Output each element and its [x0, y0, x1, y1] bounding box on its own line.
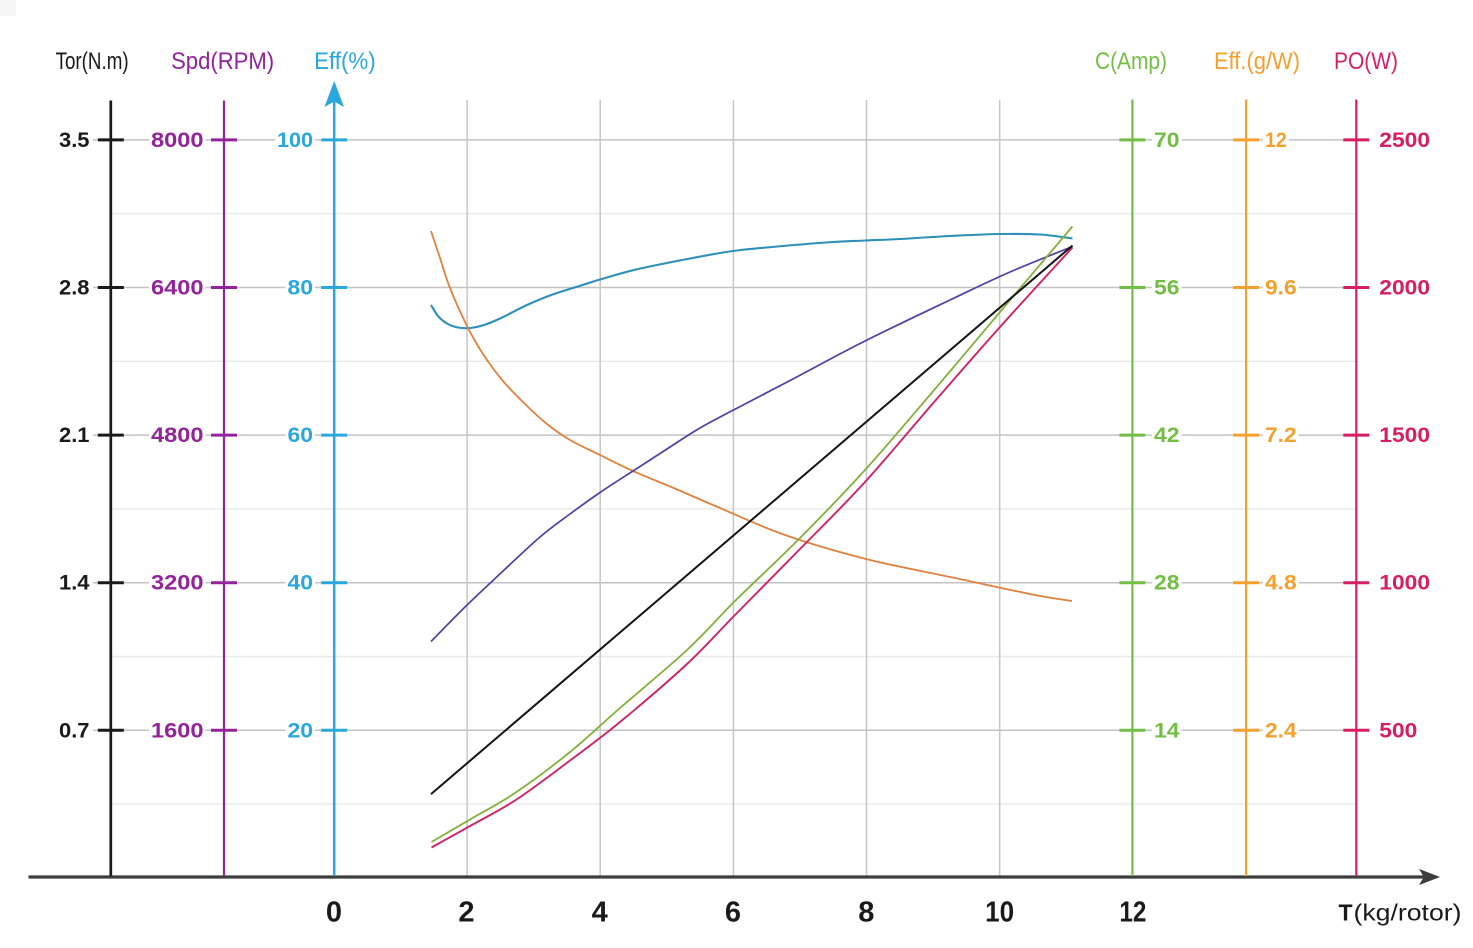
svg-text:Spd(RPM): Spd(RPM)	[171, 48, 274, 75]
svg-text:4800: 4800	[151, 424, 204, 447]
svg-text:42: 42	[1154, 424, 1180, 447]
svg-text:7.2: 7.2	[1265, 424, 1297, 447]
svg-text:PO(W): PO(W)	[1334, 48, 1398, 75]
svg-text:(kg/rotor): (kg/rotor)	[1354, 900, 1462, 926]
svg-text:Tor(N.m): Tor(N.m)	[56, 48, 129, 75]
svg-text:2000: 2000	[1379, 277, 1430, 300]
svg-text:T: T	[1339, 900, 1353, 926]
svg-text:500: 500	[1379, 719, 1417, 742]
svg-text:80: 80	[288, 277, 314, 300]
svg-text:60: 60	[288, 424, 314, 447]
svg-text:6: 6	[725, 897, 741, 929]
svg-text:8000: 8000	[151, 129, 204, 152]
svg-text:Eff(%): Eff(%)	[314, 48, 376, 75]
svg-text:1000: 1000	[1379, 572, 1430, 595]
svg-text:40: 40	[288, 572, 314, 595]
svg-text:12: 12	[1265, 129, 1287, 152]
svg-text:14: 14	[1154, 719, 1180, 742]
svg-text:70: 70	[1154, 129, 1180, 152]
svg-text:1600: 1600	[151, 719, 204, 742]
svg-text:10: 10	[985, 897, 1014, 929]
svg-text:3.5: 3.5	[59, 129, 90, 152]
svg-text:4: 4	[592, 897, 608, 929]
svg-text:Eff.(g/W): Eff.(g/W)	[1214, 48, 1300, 75]
svg-text:2.1: 2.1	[59, 424, 90, 447]
svg-text:20: 20	[288, 719, 314, 742]
svg-text:2.4: 2.4	[1265, 719, 1297, 742]
svg-text:6400: 6400	[151, 277, 204, 300]
svg-text:4.8: 4.8	[1265, 572, 1297, 595]
svg-text:0: 0	[326, 897, 342, 929]
svg-text:2.8: 2.8	[59, 277, 90, 300]
svg-text:1.4: 1.4	[59, 572, 90, 595]
svg-text:12: 12	[1119, 897, 1146, 929]
svg-text:56: 56	[1154, 277, 1180, 300]
svg-text:8: 8	[858, 897, 874, 929]
svg-text:100: 100	[277, 129, 313, 152]
svg-text:0.7: 0.7	[59, 719, 90, 742]
svg-text:C(Amp): C(Amp)	[1095, 48, 1167, 75]
svg-text:1500: 1500	[1379, 424, 1430, 447]
svg-text:3200: 3200	[151, 572, 204, 595]
svg-text:9.6: 9.6	[1265, 277, 1297, 300]
svg-text:2500: 2500	[1379, 129, 1430, 152]
svg-text:28: 28	[1154, 572, 1180, 595]
svg-text:2: 2	[458, 897, 474, 929]
